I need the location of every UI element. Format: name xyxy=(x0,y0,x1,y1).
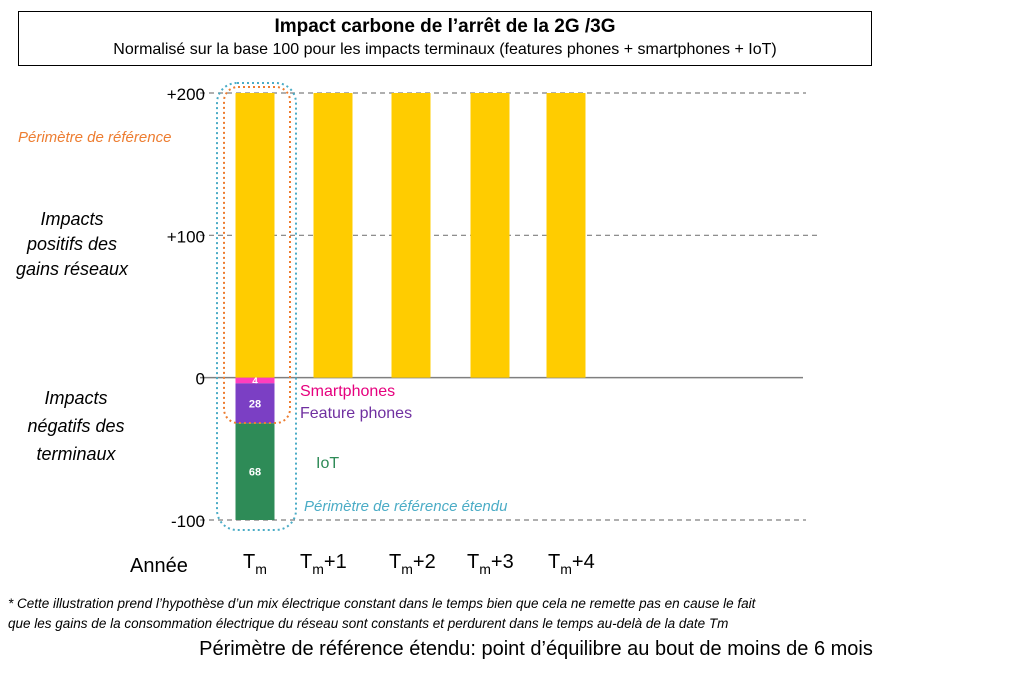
bar-gains-reseaux xyxy=(313,93,353,378)
data-label: 4 xyxy=(252,377,258,388)
side-label-positive: positifs des xyxy=(26,234,117,254)
bar-gains-reseaux xyxy=(391,93,431,378)
side-label-negative: négatifs des xyxy=(27,416,124,436)
y-tick-label: 0 xyxy=(196,370,205,389)
chart-title: Impact carbone de l’arrêt de la 2G /3G xyxy=(274,16,616,37)
footnote-line: que les gains de la consommation électri… xyxy=(8,616,729,631)
conclusion-unit: mois xyxy=(825,638,873,660)
bar-gains-reseaux xyxy=(235,93,275,378)
conclusion-text: Périmètre de référence étendu: point d’é… xyxy=(0,638,1012,661)
side-label-negative: terminaux xyxy=(36,444,116,464)
bar-gains-reseaux xyxy=(470,93,510,378)
x-tick-label: Tm xyxy=(243,551,267,577)
y-tick-label: +100 xyxy=(167,227,205,246)
y-tick-label: -100 xyxy=(171,512,205,531)
series-label-iot: IoT xyxy=(316,455,339,472)
data-label: 68 xyxy=(249,467,261,479)
x-tick-label: Tm+3 xyxy=(467,551,514,577)
x-axis-title: Année xyxy=(130,555,188,577)
footnote-line: * Cette illustration prend l’hypothèse d… xyxy=(8,596,756,611)
y-tick-label: +200 xyxy=(167,85,205,104)
chart-title-box: Impact carbone de l’arrêt de la 2G /3G N… xyxy=(18,11,872,66)
series-label-smartphones: Smartphones xyxy=(300,383,395,400)
conclusion-sentence: Périmètre de référence étendu: point d’é… xyxy=(199,638,814,660)
x-tick-label: Tm+4 xyxy=(548,551,595,577)
perimeter-reference-label: Périmètre de référence xyxy=(18,129,171,146)
chart-subtitle: Normalisé sur la base 100 pour les impac… xyxy=(113,41,777,58)
perimeter-extended-label: Périmètre de référence étendu xyxy=(304,498,508,515)
bar-segment-iot xyxy=(235,423,275,520)
bar-segment-smartphones xyxy=(235,377,275,384)
x-tick-label: Tm+2 xyxy=(389,551,436,577)
side-label-positive: gains réseaux xyxy=(16,259,129,279)
series-label-feature-phones: Feature phones xyxy=(300,405,412,422)
bar-segment-feature-phones xyxy=(235,383,275,424)
chart-canvas: +200 +100 0 -100 4 28 68 Smartphones Feature pho… xyxy=(16,82,818,577)
bar-gains-reseaux xyxy=(546,93,586,378)
side-label-negative: Impacts xyxy=(44,388,107,408)
footnote: * Cette illustration prend l’hypothèse d… xyxy=(8,594,1008,634)
data-label: 28 xyxy=(249,398,261,410)
x-tick-label: Tm+1 xyxy=(300,551,347,577)
side-label-positive: Impacts xyxy=(40,209,103,229)
conclusion-number: 6 xyxy=(813,638,826,660)
